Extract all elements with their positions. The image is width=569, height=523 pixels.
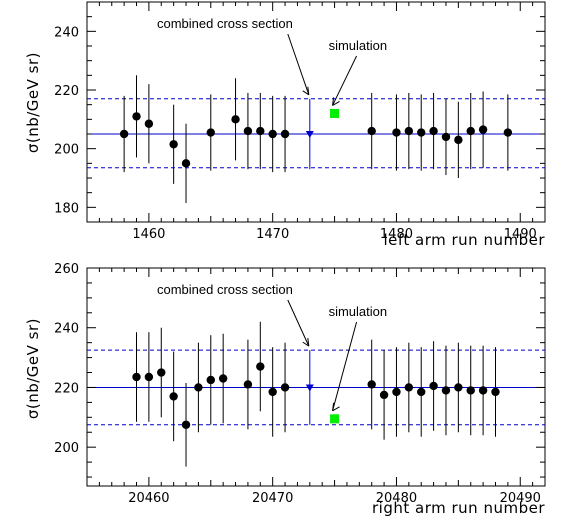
right-arm-combined-arrowhead — [302, 338, 310, 347]
left-arm-x-tick-label: 1490 — [504, 227, 537, 242]
right-arm-data-point — [206, 375, 215, 385]
left-arm-combined-marker — [305, 131, 314, 138]
right-arm-x-axis-label: right arm run number — [372, 499, 545, 517]
right-arm-combined-arrow — [287, 299, 310, 347]
right-arm-data-point — [268, 387, 277, 397]
right-arm-data-point — [157, 368, 166, 377]
left-arm-plot-frame — [86, 1, 546, 223]
left-arm-x-tick-label: 1470 — [256, 227, 289, 242]
right-arm-data-point — [367, 380, 376, 389]
left-arm-simulation-marker — [330, 108, 340, 118]
right-arm-simulation-arrow — [332, 321, 358, 411]
right-arm-data-point — [218, 374, 228, 383]
left-arm-data-point — [181, 159, 191, 168]
right-arm-data-point — [392, 387, 401, 397]
right-arm-x-tick-label: 20480 — [376, 491, 417, 506]
left-arm-y-tick-label: 180 — [54, 201, 79, 216]
left-arm-y-tick-label: 200 — [54, 143, 79, 158]
left-arm-data-point — [417, 128, 426, 137]
left-arm-data-point — [256, 126, 265, 136]
left-arm-simulation-annotation: simulation — [329, 38, 388, 53]
right-arm-data-point — [404, 383, 414, 392]
right-arm-y-tick-label: 260 — [54, 262, 79, 277]
right-arm-data-point — [132, 372, 141, 382]
left-arm-data-point — [169, 140, 178, 149]
left-arm-combined-annotation: combined cross section — [157, 16, 293, 31]
right-arm-data-point — [280, 383, 290, 392]
right-arm-y-axis-label: σ(nb/GeV sr) — [24, 318, 42, 419]
left-arm-data-point — [119, 129, 129, 139]
right-arm-data-point — [181, 420, 191, 429]
left-arm-panel: 1460 1470 1480 1490 180 200 220 240 combined cr… — [24, 1, 546, 249]
right-arm-simulation-marker — [330, 414, 340, 424]
left-arm-data-point — [392, 128, 401, 137]
left-arm-combined-arrowhead — [302, 86, 310, 96]
left-arm-data-point — [206, 128, 215, 137]
left-arm-data-point — [144, 119, 154, 128]
left-arm-data-point — [429, 126, 438, 136]
right-arm-data-point — [256, 362, 265, 371]
right-arm-data-point — [144, 372, 154, 382]
left-arm-data-point — [231, 115, 240, 124]
left-arm-data-point — [454, 135, 463, 145]
left-arm-data-point — [404, 126, 414, 136]
left-arm-x-tick-label: 1480 — [380, 227, 413, 242]
right-arm-simulation-arrowhead — [332, 402, 340, 412]
left-arm-data-point — [132, 112, 141, 121]
left-arm-y-tick-label: 220 — [54, 84, 79, 99]
left-arm-data-point — [441, 132, 451, 142]
right-arm-y-tick-label: 220 — [54, 381, 79, 396]
right-arm-data-point — [491, 387, 500, 397]
right-arm-combined-annotation: combined cross section — [157, 282, 293, 297]
left-arm-x-tick-label: 1460 — [132, 227, 165, 242]
right-arm-x-tick-label: 20470 — [252, 491, 293, 506]
left-arm-data-point — [466, 126, 475, 136]
right-arm-combined-marker — [305, 384, 314, 392]
right-arm-data-point — [429, 381, 438, 391]
left-arm-data-point — [503, 128, 513, 137]
left-arm-y-tick-label: 240 — [54, 25, 79, 40]
right-arm-data-point — [454, 383, 463, 392]
right-arm-data-point — [243, 380, 253, 389]
right-arm-x-tick-label: 20460 — [128, 491, 169, 506]
left-arm-combined-arrow — [287, 33, 310, 95]
right-arm-data-point — [417, 387, 426, 397]
right-arm-data-point — [466, 386, 475, 395]
left-arm-data-point — [367, 126, 376, 136]
left-arm-data-point — [280, 129, 290, 139]
left-arm-x-axis-label: left arm run number — [383, 231, 545, 249]
right-arm-data-point — [478, 386, 488, 395]
right-arm-data-point — [379, 390, 389, 400]
right-arm-plot-frame — [86, 267, 546, 487]
right-arm-x-tick-label: 20490 — [500, 491, 541, 506]
right-arm-data-point — [441, 386, 451, 395]
right-arm-y-tick-label: 200 — [54, 441, 79, 456]
right-arm-data-point — [194, 383, 203, 392]
right-arm-y-tick-label: 240 — [54, 322, 79, 337]
left-arm-simulation-arrow — [332, 55, 358, 106]
left-arm-data-point — [268, 129, 277, 139]
left-arm-data-point — [243, 126, 253, 136]
right-arm-data-point — [169, 392, 178, 401]
left-arm-simulation-arrowhead — [332, 97, 340, 106]
right-arm-panel: 20460 20470 20480 20490 200 220 240 260 combine… — [24, 262, 546, 517]
right-arm-simulation-annotation: simulation — [329, 304, 388, 319]
left-arm-data-point — [478, 125, 488, 134]
left-arm-y-axis-label: σ(nb/GeV sr) — [24, 52, 42, 153]
